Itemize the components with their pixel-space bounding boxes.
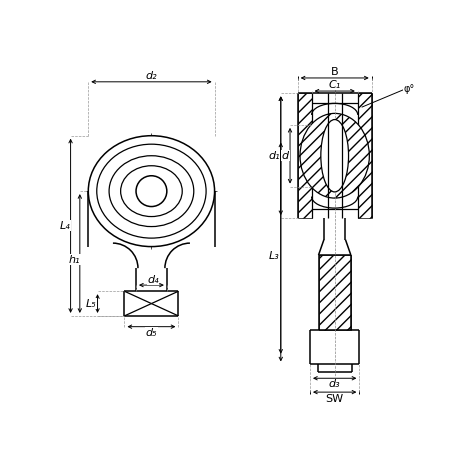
Text: d₄: d₄ xyxy=(147,274,159,285)
Text: B: B xyxy=(331,67,338,77)
Ellipse shape xyxy=(300,113,369,198)
Ellipse shape xyxy=(321,119,349,192)
Text: d₃: d₃ xyxy=(329,379,340,390)
Ellipse shape xyxy=(121,166,182,217)
Text: L₃: L₃ xyxy=(269,251,279,261)
Ellipse shape xyxy=(109,156,194,227)
Ellipse shape xyxy=(88,136,214,247)
Bar xyxy=(298,94,312,218)
Text: C₁: C₁ xyxy=(329,80,341,90)
Ellipse shape xyxy=(97,144,206,238)
Text: d₂: d₂ xyxy=(146,70,157,81)
Text: φ°: φ° xyxy=(404,84,415,94)
Text: SW: SW xyxy=(325,394,344,404)
Ellipse shape xyxy=(136,176,167,206)
Text: d: d xyxy=(282,151,289,161)
Text: L₄: L₄ xyxy=(60,221,70,231)
Bar xyxy=(358,94,372,218)
Bar xyxy=(319,255,351,330)
Text: h₁: h₁ xyxy=(69,255,80,265)
Text: L₅: L₅ xyxy=(86,298,97,309)
Text: d₁: d₁ xyxy=(268,151,280,161)
Text: d₅: d₅ xyxy=(146,328,157,338)
